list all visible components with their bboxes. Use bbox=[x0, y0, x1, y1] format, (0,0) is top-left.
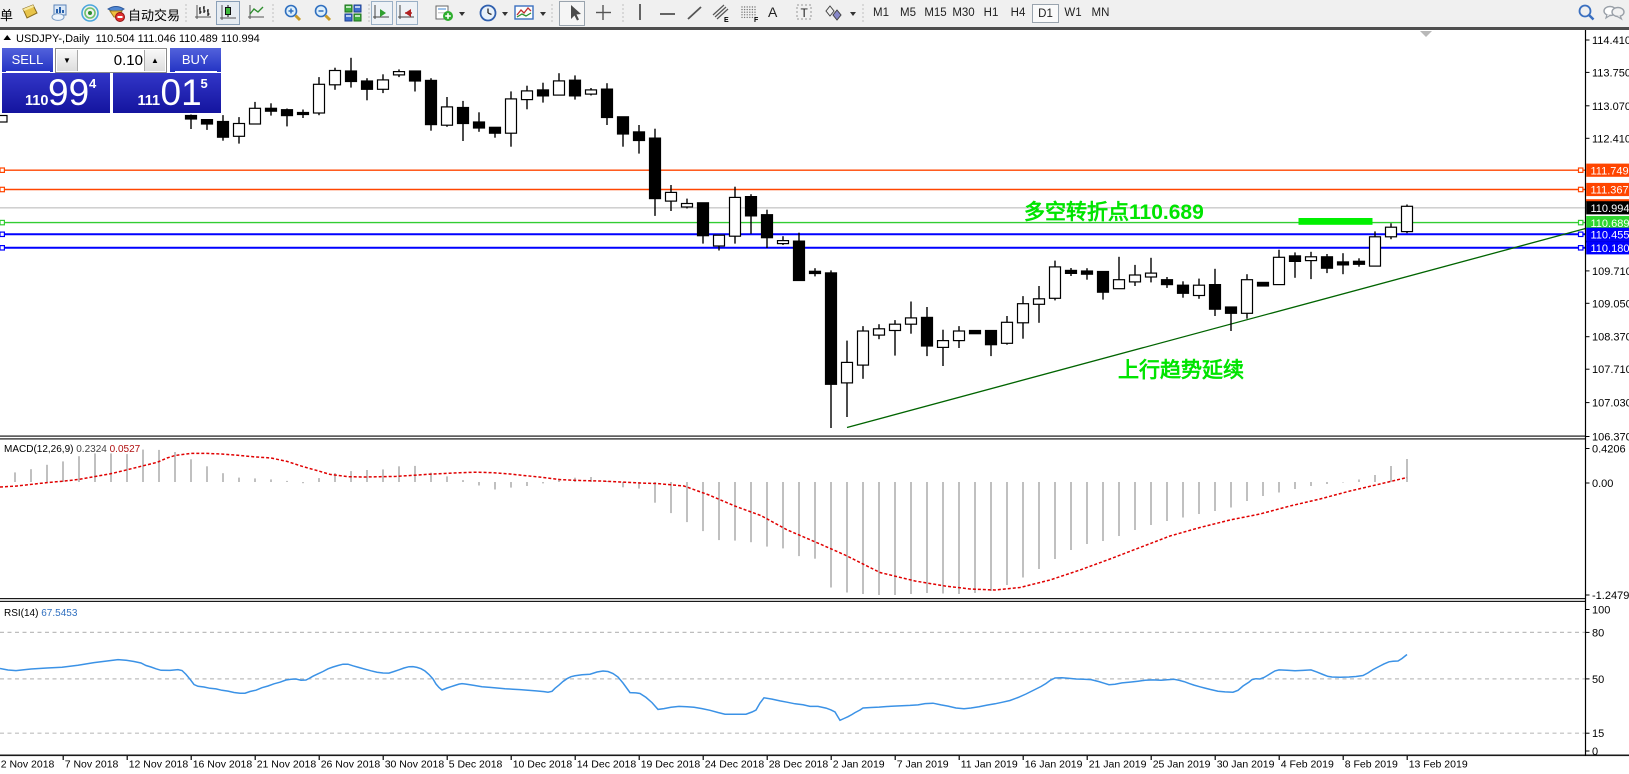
svg-text:0.4206: 0.4206 bbox=[1592, 444, 1626, 456]
svg-text:2 Nov 2018: 2 Nov 2018 bbox=[1, 759, 55, 770]
svg-text:多空转折点110.689: 多空转折点110.689 bbox=[1024, 200, 1204, 224]
svg-text:15: 15 bbox=[1592, 728, 1604, 740]
svg-text:0: 0 bbox=[1592, 746, 1598, 758]
svg-text:107.030: 107.030 bbox=[1592, 398, 1629, 410]
svg-text:5 Dec 2018: 5 Dec 2018 bbox=[449, 759, 503, 770]
svg-text:7 Jan 2019: 7 Jan 2019 bbox=[897, 759, 949, 770]
svg-text:F: F bbox=[754, 17, 759, 23]
svg-text:109.050: 109.050 bbox=[1592, 298, 1629, 310]
svg-text:110.180: 110.180 bbox=[1591, 243, 1629, 255]
svg-text:108.370: 108.370 bbox=[1592, 332, 1629, 344]
svg-text:110.994: 110.994 bbox=[1591, 203, 1629, 215]
svg-text:21 Jan 2019: 21 Jan 2019 bbox=[1089, 759, 1147, 770]
svg-text:106.370: 106.370 bbox=[1592, 432, 1629, 444]
svg-text:25 Jan 2019: 25 Jan 2019 bbox=[1153, 759, 1211, 770]
svg-text:111.367: 111.367 bbox=[1591, 185, 1629, 197]
svg-text:111.749: 111.749 bbox=[1591, 165, 1629, 177]
svg-text:24 Dec 2018: 24 Dec 2018 bbox=[705, 759, 765, 770]
svg-text:RSI(14) 67.5453: RSI(14) 67.5453 bbox=[4, 608, 78, 619]
svg-text:114.410: 114.410 bbox=[1592, 35, 1629, 47]
svg-text:上行趋势延续: 上行趋势延续 bbox=[1118, 358, 1244, 382]
svg-text:21 Nov 2018: 21 Nov 2018 bbox=[257, 759, 317, 770]
svg-text:80: 80 bbox=[1592, 627, 1604, 639]
svg-text:16 Nov 2018: 16 Nov 2018 bbox=[193, 759, 253, 770]
svg-text:19 Dec 2018: 19 Dec 2018 bbox=[641, 759, 701, 770]
svg-text:110.455: 110.455 bbox=[1591, 230, 1629, 242]
svg-text:11 Jan 2019: 11 Jan 2019 bbox=[961, 759, 1018, 770]
svg-text:107.710: 107.710 bbox=[1592, 364, 1629, 376]
svg-text:7 Nov 2018: 7 Nov 2018 bbox=[65, 759, 119, 770]
svg-text:13 Feb 2019: 13 Feb 2019 bbox=[1409, 759, 1468, 770]
svg-text:14 Dec 2018: 14 Dec 2018 bbox=[577, 759, 637, 770]
svg-text:100: 100 bbox=[1592, 605, 1610, 617]
svg-text:109.710: 109.710 bbox=[1592, 266, 1629, 278]
svg-text:USDJPY-,Daily 110.504 111.046: USDJPY-,Daily 110.504 111.046 110.489 11… bbox=[16, 33, 260, 45]
svg-text:E: E bbox=[724, 17, 729, 23]
svg-text:30 Nov 2018: 30 Nov 2018 bbox=[385, 759, 445, 770]
svg-text:0.00: 0.00 bbox=[1592, 478, 1613, 490]
svg-text:113.750: 113.750 bbox=[1592, 67, 1629, 79]
svg-text:112.410: 112.410 bbox=[1592, 133, 1629, 145]
svg-text:-1.2479: -1.2479 bbox=[1592, 590, 1629, 602]
svg-text:10 Dec 2018: 10 Dec 2018 bbox=[513, 759, 573, 770]
svg-text:T: T bbox=[801, 6, 809, 20]
svg-text:28 Dec 2018: 28 Dec 2018 bbox=[769, 759, 829, 770]
svg-text:30 Jan 2019: 30 Jan 2019 bbox=[1217, 759, 1275, 770]
svg-text:2 Jan 2019: 2 Jan 2019 bbox=[833, 759, 885, 770]
svg-text:12 Nov 2018: 12 Nov 2018 bbox=[129, 759, 189, 770]
svg-text:113.070: 113.070 bbox=[1592, 101, 1629, 113]
svg-text:8 Feb 2019: 8 Feb 2019 bbox=[1345, 759, 1398, 770]
svg-text:MACD(12,26,9) 0.2324 0.0527: MACD(12,26,9) 0.2324 0.0527 bbox=[4, 444, 141, 455]
svg-text:16 Jan 2019: 16 Jan 2019 bbox=[1025, 759, 1083, 770]
svg-text:4 Feb 2019: 4 Feb 2019 bbox=[1281, 759, 1334, 770]
svg-text:26 Nov 2018: 26 Nov 2018 bbox=[321, 759, 381, 770]
svg-text:50: 50 bbox=[1592, 674, 1604, 686]
